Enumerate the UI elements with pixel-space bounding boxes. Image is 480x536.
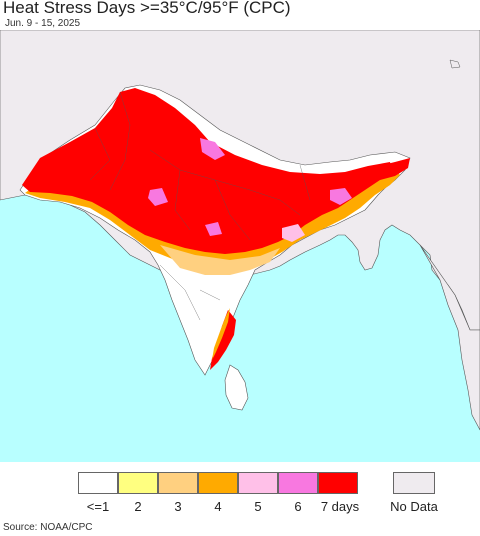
heat-stress-map bbox=[0, 30, 480, 462]
legend-swatch-2 bbox=[118, 472, 158, 494]
heat-7-days-region bbox=[22, 88, 392, 254]
legend-label: <=1 bbox=[86, 499, 110, 514]
legend-label-no-data: No Data bbox=[390, 499, 438, 514]
legend-swatch-no-data bbox=[393, 472, 435, 494]
southeast-asia-land bbox=[419, 244, 480, 431]
heat-6-days-patch-d bbox=[205, 222, 222, 236]
legend-swatch-5 bbox=[238, 472, 278, 494]
legend: <=1 2 3 4 5 6 7 days No Data bbox=[78, 472, 480, 522]
east-coast-heat-strip bbox=[210, 310, 236, 370]
northeast-heat-region bbox=[370, 158, 410, 180]
legend-label: 3 bbox=[174, 499, 182, 514]
legend-swatch-1 bbox=[78, 472, 118, 494]
heat-6-days-patch-b bbox=[148, 188, 168, 206]
legend-swatch-6 bbox=[278, 472, 318, 494]
map-title: Heat Stress Days >=35°C/95°F (CPC) bbox=[3, 0, 291, 17]
legend-label: 7 days bbox=[320, 499, 360, 514]
legend-label: 5 bbox=[254, 499, 262, 514]
east-coast-heat-fringe bbox=[212, 308, 230, 360]
heat-6-days-patch-c bbox=[330, 188, 352, 205]
heat-band-3-days bbox=[160, 245, 280, 275]
legend-label: 4 bbox=[214, 499, 222, 514]
legend-label: 6 bbox=[294, 499, 302, 514]
map-date-range: Jun. 9 - 15, 2025 bbox=[5, 18, 81, 29]
source-credit: Source: NOAA/CPC bbox=[3, 522, 93, 533]
legend-swatch-7 bbox=[318, 472, 358, 494]
sri-lanka bbox=[224, 364, 249, 411]
legend-swatch-3 bbox=[158, 472, 198, 494]
heat-5-days-patch bbox=[282, 224, 305, 242]
legend-label: 2 bbox=[134, 499, 142, 514]
internal-boundaries bbox=[89, 91, 311, 321]
heat-6-days-patch-a bbox=[200, 138, 225, 160]
island-a bbox=[449, 59, 461, 69]
legend-swatch-4 bbox=[198, 472, 238, 494]
